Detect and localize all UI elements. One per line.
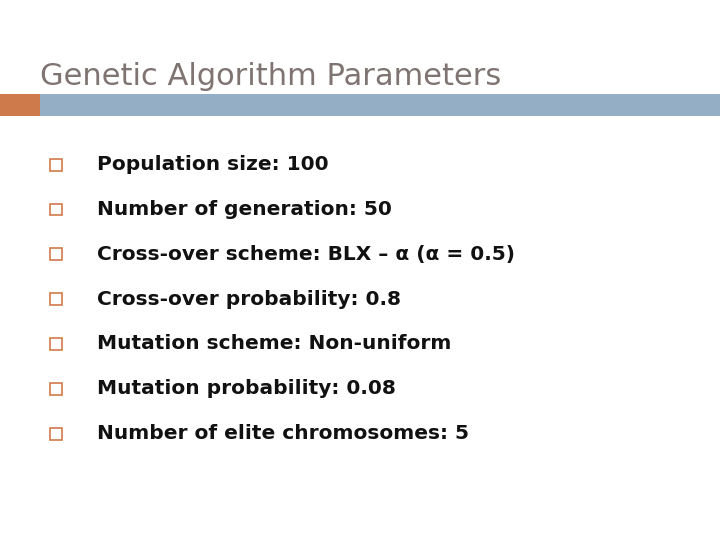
Bar <box>0 94 40 116</box>
Text: Genetic Algorithm Parameters: Genetic Algorithm Parameters <box>40 62 501 91</box>
Text: Mutation scheme: Non-uniform: Mutation scheme: Non-uniform <box>97 334 451 354</box>
Bar <box>50 383 63 395</box>
Text: Number of elite chromosomes: 5: Number of elite chromosomes: 5 <box>97 424 469 443</box>
Bar <box>50 204 63 215</box>
Bar <box>50 159 63 171</box>
Text: Population size: 100: Population size: 100 <box>97 155 329 174</box>
Bar <box>50 338 63 350</box>
Text: Number of generation: 50: Number of generation: 50 <box>97 200 392 219</box>
Text: Cross-over probability: 0.8: Cross-over probability: 0.8 <box>97 289 401 309</box>
Text: Cross-over scheme: BLX – α (α = 0.5): Cross-over scheme: BLX – α (α = 0.5) <box>97 245 516 264</box>
Text: Mutation probability: 0.08: Mutation probability: 0.08 <box>97 379 396 399</box>
Bar <box>40 94 720 116</box>
Bar <box>50 248 63 260</box>
Bar <box>50 293 63 305</box>
Bar <box>50 428 63 440</box>
